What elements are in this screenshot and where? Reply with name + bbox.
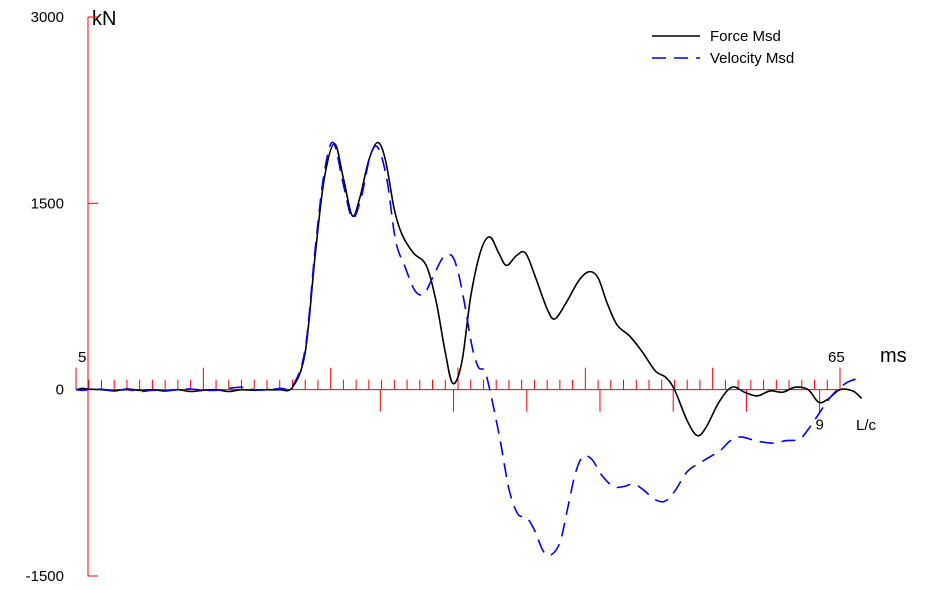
series-group <box>75 141 863 557</box>
lc-tick-labels: 9 <box>815 417 823 434</box>
legend-velocity-label: Velocity Msd <box>710 50 794 67</box>
x-end-label: 65 <box>828 349 845 366</box>
lc-axis-label: L/c <box>856 417 877 434</box>
lc-tick-label: 9 <box>815 417 823 434</box>
y-tick-label: -1500 <box>26 568 64 585</box>
x-start-label: 5 <box>78 349 86 366</box>
y-unit-label: kN <box>92 8 116 30</box>
y-tick-label: 3000 <box>31 9 64 26</box>
x-unit-label: ms <box>880 345 907 367</box>
y-tick-label: 1500 <box>31 195 64 212</box>
y-tick-labels: 3000 1500 0 -1500 <box>26 9 64 585</box>
velocity-series-line <box>75 141 859 557</box>
force-series-line <box>75 141 863 437</box>
y-tick-label: 0 <box>56 382 64 399</box>
legend-force-label: Force Msd <box>710 28 781 45</box>
legend: Force Msd Velocity Msd <box>652 28 794 67</box>
axes <box>75 16 841 577</box>
